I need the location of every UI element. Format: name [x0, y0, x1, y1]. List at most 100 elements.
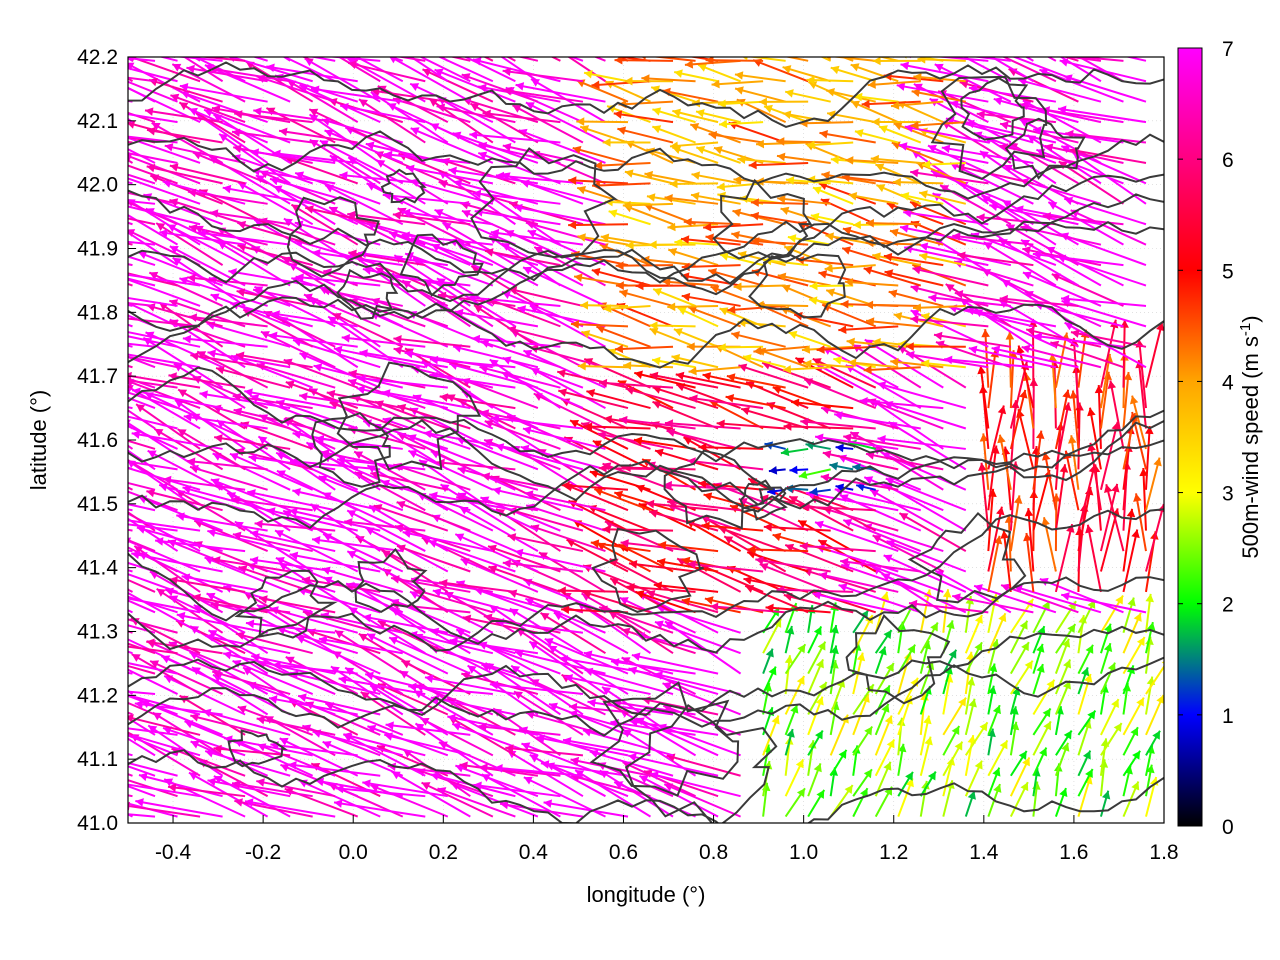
wind-vector [182, 57, 224, 83]
wind-vector-head [517, 305, 527, 314]
wind-vector-head [478, 141, 488, 151]
wind-vector-head [1063, 730, 1072, 740]
wind-vector [1131, 411, 1147, 470]
wind-vector [1144, 425, 1151, 490]
wind-vector [1077, 486, 1092, 552]
wind-vector-head [176, 512, 185, 521]
wind-vector-head [558, 388, 567, 397]
wind-vector-head [77, 336, 86, 344]
wind-vector-head [56, 369, 65, 377]
wind-vector-head [690, 191, 700, 201]
wind-vector-head [767, 486, 776, 496]
wind-vector-head [522, 426, 532, 435]
wind-vector-head [967, 790, 976, 800]
wind-vector-head [219, 133, 229, 142]
terrain-contour-loop [591, 527, 704, 613]
wind-vector-head [348, 369, 358, 379]
wind-vector [235, 353, 313, 369]
wind-vector [801, 505, 876, 512]
wind-vector-head [82, 710, 91, 718]
wind-vector-head [128, 714, 134, 723]
wind-vector-head [305, 205, 314, 214]
wind-vector [502, 69, 584, 83]
wind-vector-head [436, 42, 445, 50]
wind-vector-head [449, 636, 459, 646]
wind-vector [698, 482, 764, 491]
wind-vector-head [213, 775, 223, 784]
wind-vector-head [53, 198, 62, 206]
wind-vector [297, 694, 381, 716]
wind-vector [877, 437, 966, 450]
wind-vector-head [1065, 129, 1074, 139]
wind-vector [502, 144, 584, 164]
wind-vector [548, 702, 629, 736]
wind-vector-head [1026, 327, 1035, 336]
wind-vector-head [577, 361, 586, 371]
wind-vector [428, 540, 516, 573]
wind-vector [826, 89, 876, 103]
wind-vector-head [490, 414, 500, 424]
wind-vector [128, 255, 156, 267]
wind-vector [128, 57, 156, 62]
wind-vector [629, 720, 719, 736]
wind-vector [128, 80, 178, 103]
wind-vector-head [614, 490, 624, 499]
wind-vector [128, 794, 133, 798]
wind-vector-head [789, 465, 798, 475]
wind-vector-head [945, 284, 955, 292]
wind-vector-head [683, 437, 693, 445]
wind-vector [144, 109, 223, 124]
wind-vector-head [613, 110, 623, 119]
wind-vector [865, 303, 921, 307]
wind-vector-head [648, 240, 657, 250]
wind-vector-head [235, 631, 245, 640]
wind-vector-head [244, 388, 253, 397]
wind-vector [410, 237, 494, 267]
wind-vector [343, 733, 426, 757]
wind-vector-head [1062, 389, 1071, 399]
wind-vector-head [800, 417, 809, 427]
wind-vector-head [921, 359, 930, 368]
terrain-contour-loop [311, 411, 391, 488]
wind-vector [128, 67, 178, 83]
wind-vector [490, 231, 584, 246]
wind-vector [1099, 421, 1119, 491]
wind-vector [1070, 148, 1147, 164]
wind-vector [765, 606, 831, 614]
wind-vector [326, 57, 381, 62]
wind-vector [598, 381, 674, 389]
wind-vector-head [570, 419, 580, 428]
wind-vector-head [666, 428, 676, 437]
wind-vector-head [974, 642, 983, 652]
wind-vector-head [243, 41, 252, 49]
wind-vector-head [1062, 638, 1071, 648]
wind-vector [303, 293, 381, 328]
wind-vector-head [152, 712, 162, 721]
wind-vector-head [734, 71, 744, 80]
wind-vector [173, 362, 246, 409]
wind-vector [883, 74, 944, 83]
wind-vector [419, 57, 471, 83]
wind-vector-head [324, 129, 334, 138]
wind-vector [128, 638, 201, 675]
wind-vector [501, 371, 584, 409]
wind-vector [911, 90, 966, 103]
wind-vector [334, 629, 404, 675]
wind-vector-head [724, 536, 734, 545]
wind-vector-head [442, 222, 452, 231]
wind-vector-head [891, 101, 900, 110]
wind-vector-head [312, 248, 321, 258]
wind-vector-head [842, 246, 851, 255]
wind-vector-head [900, 61, 910, 71]
wind-vector-head [844, 785, 853, 795]
wind-vector [390, 577, 471, 593]
wind-vector [614, 491, 674, 512]
wind-vector [230, 302, 313, 328]
wind-vector-head [536, 734, 545, 743]
wind-vector-head [169, 163, 179, 172]
wind-vector-head [1104, 623, 1113, 633]
wind-vector [162, 478, 246, 491]
wind-vector [310, 87, 403, 103]
wind-vector-head [514, 203, 523, 213]
wind-vector [482, 112, 561, 124]
